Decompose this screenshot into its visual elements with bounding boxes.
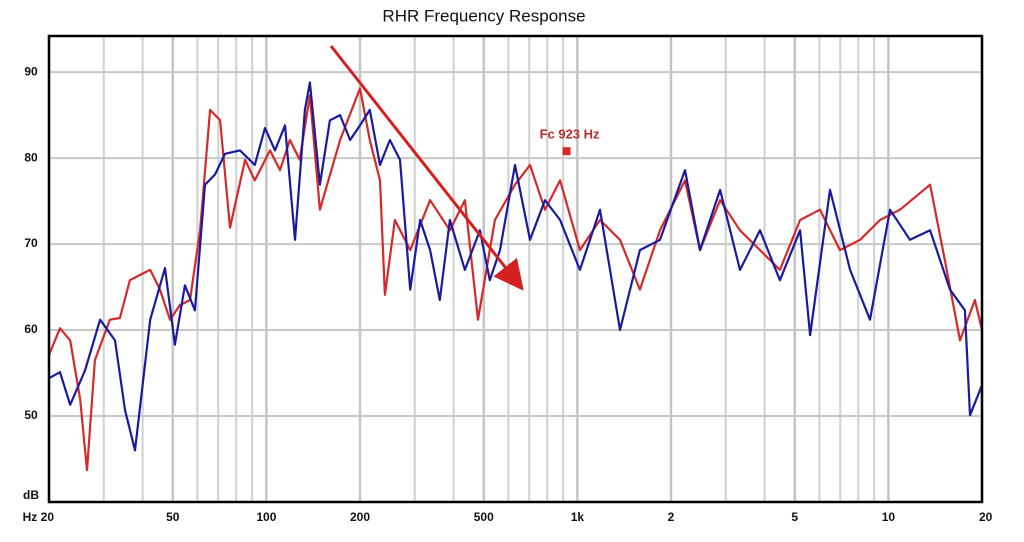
annotation-label: Fc 923 Hz — [540, 127, 600, 142]
x-tick-label: 100 — [256, 510, 276, 524]
chart-title: RHR Frequency Response — [382, 6, 585, 25]
x-tick-label: 200 — [350, 510, 370, 524]
series-line — [48, 81, 984, 452]
x-tick-label: 2 — [668, 510, 675, 524]
y-tick-label: 60 — [24, 322, 38, 336]
x-tick-label: 10 — [882, 510, 896, 524]
annotation-marker — [562, 147, 571, 156]
y-tick-label: 70 — [24, 236, 38, 250]
x-tick-label: 50 — [166, 510, 180, 524]
y-tick-label: dB — [23, 488, 39, 502]
x-tick-label: Hz 20 — [23, 510, 55, 524]
x-tick-label: 20 — [979, 510, 993, 524]
plot-frame — [47, 34, 984, 504]
series-line — [47, 87, 984, 472]
x-tick-label: 5 — [791, 510, 798, 524]
x-tick-label: 500 — [474, 510, 494, 524]
x-tick-label: 1k — [571, 510, 585, 524]
trend-arrow — [329, 45, 524, 291]
y-tick-label: 50 — [24, 408, 38, 422]
y-tick-label: 90 — [24, 64, 38, 78]
y-tick-label: 80 — [24, 150, 38, 164]
